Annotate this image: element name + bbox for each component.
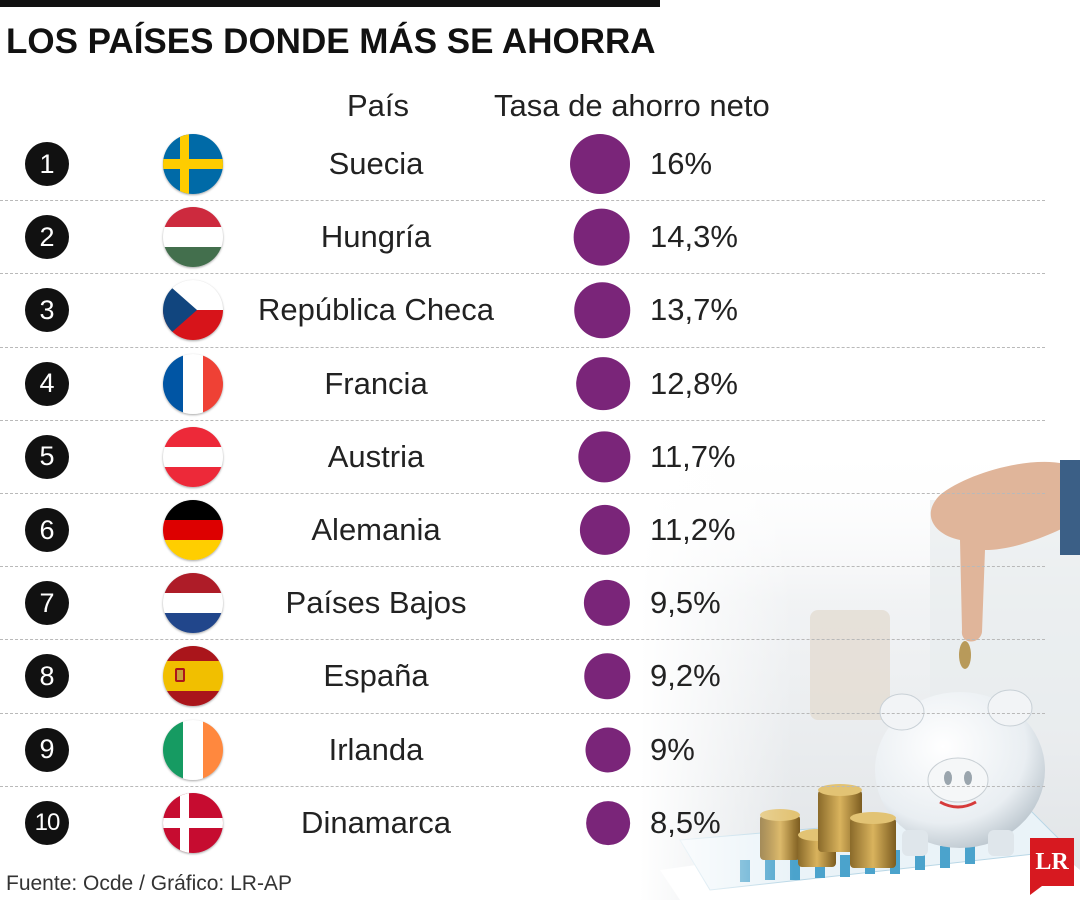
ranking-table: 1 Suecia 16% 2 Hungría 14,3% 3 República Checa 1… — [0, 128, 1045, 860]
table-row: 5 Austria 11,7% — [0, 421, 1045, 494]
piggy-bank-photo — [640, 440, 1080, 900]
rate-value: 9,2% — [650, 658, 721, 694]
rank-badge: 4 — [25, 361, 69, 406]
sweden-flag-icon — [163, 134, 223, 195]
country-name: Dinamarca — [301, 805, 451, 841]
table-row: 10 Dinamarca 8,5% — [0, 787, 1045, 860]
rate-bubble — [573, 208, 630, 266]
spain-flag-icon — [163, 646, 223, 707]
rate-bubble — [576, 356, 630, 411]
rank-badge: 5 — [25, 434, 69, 479]
rank-badge: 10 — [25, 801, 69, 846]
top-rule — [0, 0, 660, 7]
rate-bubble — [574, 282, 630, 339]
rate-bubble — [586, 801, 630, 846]
ireland-flag-icon — [163, 719, 223, 780]
rate-value: 11,2% — [650, 512, 736, 548]
denmark-flag-icon — [163, 793, 223, 854]
rate-value: 14,3% — [650, 219, 738, 255]
lr-logo: LR — [1030, 838, 1074, 895]
rate-column-header: Tasa de ahorro neto — [494, 88, 770, 123]
rank-badge: 9 — [25, 727, 69, 772]
rate-value: 8,5% — [650, 805, 721, 841]
table-row: 2 Hungría 14,3% — [0, 201, 1045, 275]
czech-flag-icon — [163, 280, 223, 341]
rank-badge: 7 — [25, 581, 69, 626]
rate-value: 9,5% — [650, 585, 721, 621]
page-title: LOS PAÍSES DONDE MÁS SE AHORRA — [6, 22, 656, 61]
country-name: España — [323, 658, 429, 694]
rate-value: 9% — [650, 731, 695, 767]
country-name: Irlanda — [328, 731, 424, 767]
country-name: Alemania — [311, 512, 441, 548]
rank-badge: 1 — [25, 142, 69, 187]
hungary-flag-icon — [163, 207, 223, 268]
rank-badge: 8 — [25, 654, 69, 699]
country-name: Hungría — [320, 219, 432, 255]
country-name: Austria — [327, 438, 425, 474]
table-row: 3 República Checa 13,7% — [0, 274, 1045, 348]
netherlands-flag-icon — [163, 573, 223, 634]
table-row: 6 Alemania 11,2% — [0, 494, 1045, 568]
rate-bubble — [583, 580, 630, 627]
rate-bubble — [584, 653, 630, 700]
rate-bubble — [578, 431, 630, 483]
rank-badge: 3 — [25, 288, 69, 333]
austria-flag-icon — [163, 426, 223, 487]
table-row: 9 Irlanda 9% — [0, 714, 1045, 787]
rate-value: 11,7% — [650, 438, 736, 474]
table-row: 7 Países Bajos 9,5% — [0, 567, 1045, 641]
rate-value: 16% — [650, 146, 713, 182]
table-row: 4 Francia 12,8% — [0, 348, 1045, 421]
rate-value: 13,7% — [650, 292, 738, 328]
country-column-header: País — [346, 88, 410, 123]
table-row: 8 España 9,2% — [0, 640, 1045, 714]
country-name: Países Bajos — [285, 585, 467, 621]
france-flag-icon — [163, 353, 223, 414]
rate-value: 12,8% — [650, 365, 738, 401]
country-name: Francia — [324, 365, 428, 401]
rate-bubble — [570, 134, 630, 195]
rate-bubble — [585, 727, 630, 773]
rank-badge: 6 — [25, 508, 69, 553]
rate-bubble — [579, 504, 630, 556]
country-name: República Checa — [257, 292, 495, 328]
germany-flag-icon — [163, 500, 223, 561]
table-row: 1 Suecia 16% — [0, 128, 1045, 202]
rank-badge: 2 — [25, 215, 69, 260]
source-note: Fuente: Ocde / Gráfico: LR-AP — [6, 872, 292, 895]
country-name: Suecia — [328, 146, 424, 182]
